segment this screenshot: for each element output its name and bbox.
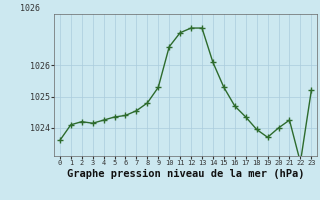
X-axis label: Graphe pression niveau de la mer (hPa): Graphe pression niveau de la mer (hPa) (67, 169, 304, 179)
Text: 1026: 1026 (20, 4, 40, 13)
